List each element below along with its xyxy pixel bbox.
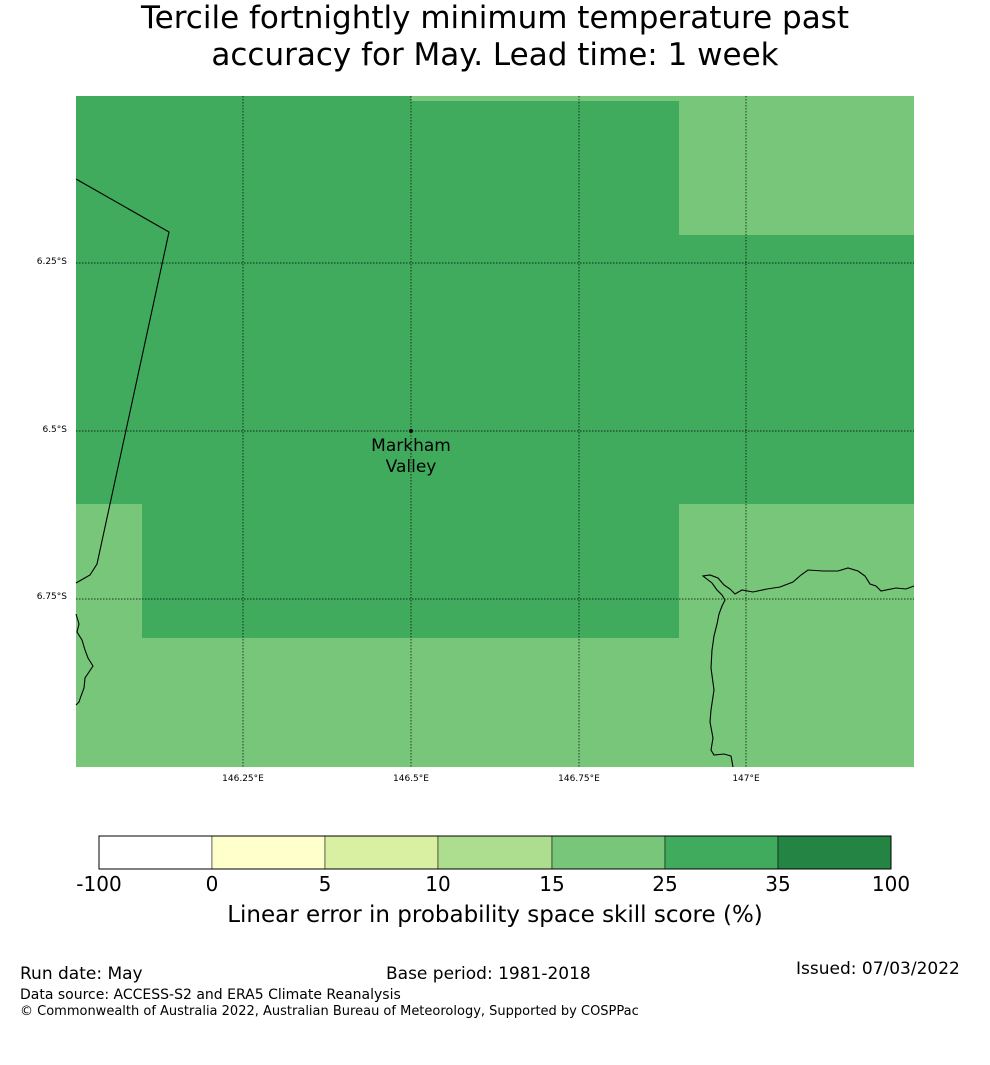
lat-label-6.25: 6.25°S <box>36 257 67 267</box>
colorbar-tick-4: 10 <box>425 872 451 896</box>
colorbar-tick-7: 35 <box>765 872 791 896</box>
region-boundary-line <box>75 178 170 584</box>
copyright: © Commonwealth of Australia 2022, Austra… <box>20 1004 639 1019</box>
colorbar-segment-4 <box>437 835 553 870</box>
grid-cell-north-east <box>679 96 914 235</box>
data-source: Data source: ACCESS-S2 and ERA5 Climate … <box>20 987 401 1003</box>
colorbar-tick-6: 25 <box>652 872 678 896</box>
colorbar-tick-5: 15 <box>539 872 565 896</box>
colorbar-tick-2: 0 <box>205 872 219 896</box>
issued-date: Issued: 07/03/2022 <box>796 959 960 979</box>
colorbar-outline <box>98 835 892 870</box>
grid-cell-top-strip <box>411 96 914 101</box>
colorbar-segment-5 <box>551 835 666 870</box>
lon-label-146.5: 146.5°E <box>393 774 429 784</box>
lon-label-147: 147°E <box>732 774 760 784</box>
map-title: Tercile fortnightly minimum temperature … <box>0 0 990 74</box>
place-label-line-1: Markham <box>371 436 451 456</box>
colorbar-label: Linear error in probability space skill … <box>227 902 763 928</box>
title-line-1: Tercile fortnightly minimum temperature … <box>141 0 849 36</box>
graticule <box>76 96 914 767</box>
place-label-line-2: Valley <box>385 457 437 477</box>
colorbar-segment-6 <box>664 835 779 870</box>
coastline-east <box>701 567 915 768</box>
coastline-west <box>75 613 94 706</box>
boundaries <box>75 178 915 768</box>
lon-label-146.75: 146.75°E <box>558 774 600 784</box>
lon-label-146.25: 146.25°E <box>222 774 264 784</box>
colorbar-segment-3 <box>324 835 439 870</box>
lat-label-6.75: 6.75°S <box>36 592 67 602</box>
colorbar-segment-1 <box>98 835 213 870</box>
colorbar <box>98 835 892 870</box>
base-period: Base period: 1981-2018 <box>386 964 591 984</box>
markham-valley-marker <box>409 429 413 433</box>
grid-cell-south-centre <box>142 504 679 638</box>
colorbar-tick-3: 5 <box>318 872 332 896</box>
colorbar-tick-1: -100 <box>76 872 122 896</box>
colorbar-tick-8: 100 <box>871 872 911 896</box>
place-label-markham-valley: Markham Valley <box>351 436 471 478</box>
colorbar-segment-2 <box>211 835 326 870</box>
title-line-2: accuracy for May. Lead time: 1 week <box>211 37 779 73</box>
skill-grid <box>76 96 914 767</box>
lat-label-6.5: 6.5°S <box>42 425 67 435</box>
run-date: Run date: May <box>20 964 143 984</box>
colorbar-segment-7 <box>777 835 892 870</box>
